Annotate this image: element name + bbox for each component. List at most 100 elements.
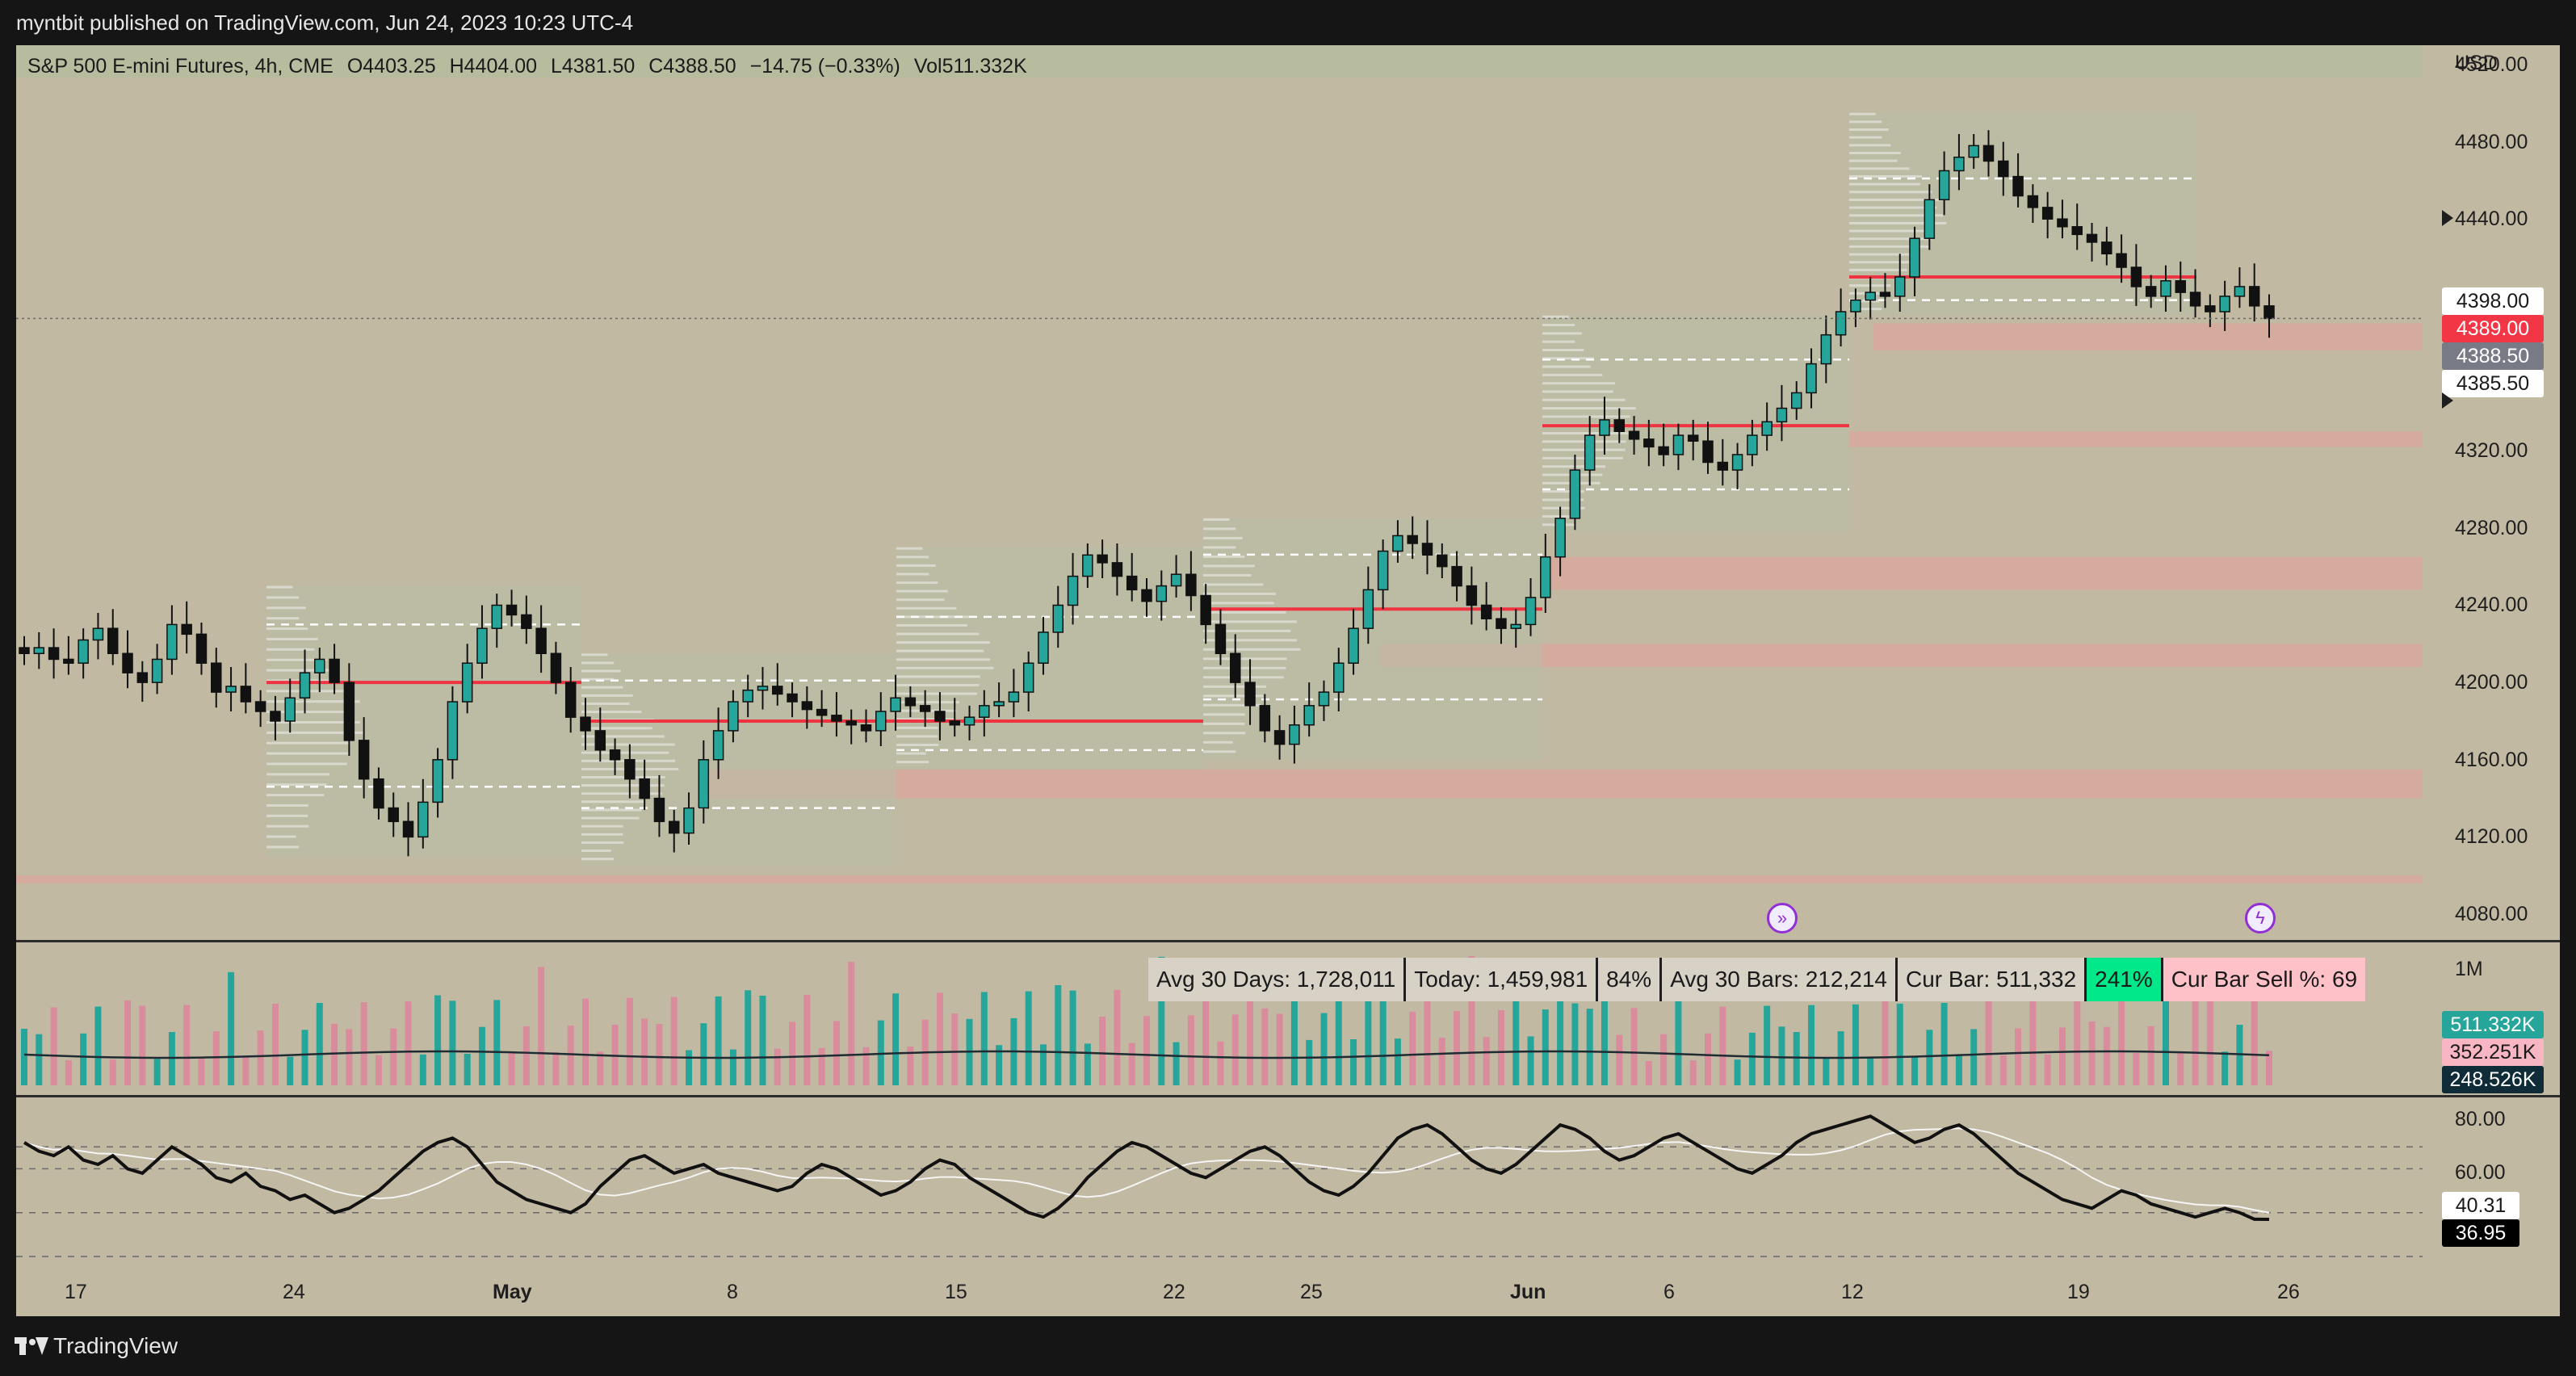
candle-body <box>373 778 384 809</box>
time-label: 19 <box>2067 1281 2090 1303</box>
candle-body <box>1008 691 1020 703</box>
volume-bar <box>1497 1010 1504 1085</box>
volume-bar <box>1586 1009 1593 1085</box>
profile-row <box>896 606 957 610</box>
volume-bar <box>2162 999 2169 1085</box>
volume-bar <box>626 997 633 1085</box>
volume-bar <box>1114 989 1121 1085</box>
candle-body <box>698 759 710 809</box>
candle-body <box>653 797 665 823</box>
profile-row <box>1849 268 1907 271</box>
profile-row <box>1542 431 1640 434</box>
volume-bar <box>1276 1013 1283 1085</box>
volume-bar <box>316 1003 323 1085</box>
candle-body <box>1097 554 1108 564</box>
volume-bar <box>715 996 722 1085</box>
volume-bar <box>1660 1034 1668 1085</box>
price-tag: 4385.50 <box>2442 370 2544 397</box>
chart-canvas[interactable] <box>16 45 2560 1316</box>
candle-body <box>1244 682 1256 707</box>
legend-volume: Vol511.332K <box>913 55 1027 78</box>
candle-body <box>1437 554 1448 568</box>
candle-body <box>402 820 414 838</box>
volume-bar <box>745 990 752 1085</box>
volume-tag: 352.251K <box>2442 1038 2544 1066</box>
volume-bar <box>390 1028 397 1085</box>
volume-bar <box>803 995 811 1085</box>
chart-frame[interactable]: S&P 500 E-mini Futures, 4h, CME O4403.25… <box>16 45 2560 1316</box>
profile-row <box>1203 750 1236 753</box>
candle-body <box>772 686 783 695</box>
lightning-event-icon[interactable]: ϟ <box>2245 903 2276 933</box>
candle-body <box>461 662 473 703</box>
time-label: 8 <box>727 1281 738 1303</box>
profile-row <box>266 669 340 672</box>
candle-body <box>1761 421 1773 436</box>
current-bar-percent: 241% <box>2087 958 2163 1001</box>
candle-body <box>78 639 89 664</box>
scroll-down-arrow-icon[interactable] <box>2442 392 2453 409</box>
profile-row <box>581 678 615 681</box>
volume-bar <box>242 1057 250 1085</box>
profile-row <box>1203 666 1286 669</box>
candle-body <box>1421 543 1433 556</box>
profile-row <box>1203 536 1243 539</box>
profile-row <box>581 824 623 828</box>
candle-body <box>1747 434 1758 455</box>
rsi-pane-separator[interactable] <box>16 1095 2560 1097</box>
profile-row <box>1203 546 1236 549</box>
price-tick: 4200.00 <box>2455 671 2528 694</box>
volume-ma-line <box>23 1050 2270 1059</box>
volume-bar <box>2015 1028 2022 1085</box>
candle-body <box>1348 627 1359 664</box>
volume-bar <box>198 1058 205 1085</box>
candle-body <box>1229 652 1241 683</box>
rsi-pane-bg <box>16 1097 2560 1259</box>
profile-row <box>266 773 330 776</box>
candle-body <box>1510 623 1521 629</box>
profile-row <box>1203 694 1264 698</box>
volume-bar <box>1143 1016 1150 1085</box>
candle-body <box>949 720 960 726</box>
volume-bar <box>1217 1041 1224 1085</box>
volume-bar <box>1394 1038 1401 1085</box>
profile-row <box>1203 564 1255 568</box>
profile-row <box>1849 198 1943 201</box>
profile-row <box>896 735 938 738</box>
time-label: May <box>493 1281 532 1303</box>
candle-body <box>712 730 724 761</box>
candle-body <box>1584 434 1596 471</box>
volume-pane-separator[interactable] <box>16 940 2560 942</box>
candle-body <box>2160 279 2171 297</box>
volume-bar <box>582 998 589 1085</box>
candle-body <box>2101 241 2112 255</box>
profile-row <box>1849 221 1947 224</box>
candle-body <box>550 652 562 683</box>
publish-info: myntbit published on TradingView.com, Ju… <box>16 10 634 35</box>
profile-row <box>1849 229 1933 233</box>
fast-forward-event-icon[interactable]: » <box>1767 903 1798 933</box>
volume-bar <box>1808 1005 1815 1085</box>
scroll-up-arrow-icon[interactable] <box>2442 210 2453 226</box>
candle-body <box>1540 556 1551 598</box>
candle-body <box>1170 573 1182 587</box>
candle-body <box>388 807 399 823</box>
candle-body <box>343 682 355 741</box>
price-tick: 4320.00 <box>2455 439 2528 463</box>
profile-row <box>581 686 623 689</box>
volume-bar <box>94 1006 102 1085</box>
profile-row <box>581 816 640 820</box>
volume-bar <box>567 1025 574 1085</box>
volume-bar <box>1630 1008 1638 1085</box>
candle-body <box>1569 469 1581 519</box>
volume-bar <box>1084 1043 1091 1085</box>
candle-body <box>831 715 842 722</box>
profile-row <box>581 735 665 738</box>
volume-bar <box>789 1022 796 1085</box>
volume-bar <box>936 992 943 1085</box>
profile-row <box>1849 206 1937 209</box>
current-bar-sell-percent: Cur Bar Sell %: 69 <box>2163 958 2366 1001</box>
volume-bar <box>538 967 545 1085</box>
volume-bar <box>552 1052 560 1085</box>
profile-row <box>1203 676 1284 679</box>
